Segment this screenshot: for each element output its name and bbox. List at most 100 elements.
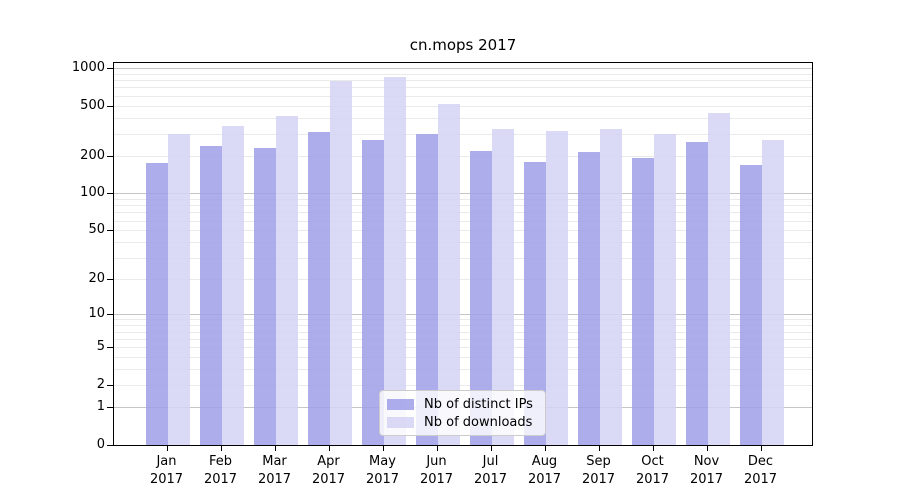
y-tick-mark: [107, 155, 113, 157]
minor-gridline: [114, 220, 812, 222]
y-tick-label: 50: [88, 222, 105, 238]
x-tick-mark: [760, 446, 762, 451]
major-gridline: [114, 314, 812, 316]
minor-gridline: [114, 278, 812, 280]
x-tick-label-feb: Feb 2017: [203, 454, 238, 487]
y-tick-label: 100: [80, 185, 105, 201]
bar-downloads-nov: [707, 113, 730, 445]
minor-gridline: [114, 347, 812, 349]
x-tick-label-mar: Mar 2017: [257, 454, 292, 487]
minor-gridline: [114, 331, 812, 333]
y-tick-label: 5: [96, 339, 105, 355]
x-tick-label-jul: Jul 2017: [473, 454, 508, 487]
x-tick-mark: [382, 446, 384, 451]
x-tick-label-jun: Jun 2017: [419, 454, 454, 487]
plot-area: Nb of distinct IPs Nb of downloads: [113, 62, 813, 446]
x-tick-mark: [652, 446, 654, 451]
y-tick-mark: [107, 385, 113, 387]
bar-ips-nov: [685, 142, 708, 445]
bar-ips-may: [361, 139, 384, 445]
y-tick-mark: [107, 230, 113, 232]
legend-swatch-distinct-ips: [387, 398, 414, 410]
minor-gridline: [114, 212, 812, 214]
bar-downloads-feb: [221, 125, 244, 445]
bar-downloads-jan: [167, 133, 190, 445]
x-tick-mark: [706, 446, 708, 451]
y-tick-mark: [107, 278, 113, 280]
bar-downloads-aug: [545, 131, 568, 445]
chart-title: cn.mops 2017: [409, 36, 517, 54]
x-tick-label-sep: Sep 2017: [581, 454, 616, 487]
bar-downloads-may: [383, 76, 406, 445]
bar-downloads-mar: [275, 115, 298, 445]
bar-ips-jun: [415, 134, 438, 445]
minor-gridline: [114, 87, 812, 89]
x-tick-mark: [598, 446, 600, 451]
y-tick-label: 2: [96, 377, 105, 393]
bar-downloads-jun: [437, 103, 460, 445]
y-tick-label: 20: [88, 270, 105, 286]
minor-gridline: [114, 105, 812, 107]
minor-gridline: [114, 73, 812, 75]
x-tick-mark: [490, 446, 492, 451]
y-tick-mark: [107, 193, 113, 195]
minor-gridline: [114, 155, 812, 157]
minor-gridline: [114, 133, 812, 135]
bar-downloads-sep: [599, 129, 622, 445]
x-tick-label-oct: Oct 2017: [635, 454, 670, 487]
minor-gridline: [114, 369, 812, 371]
minor-gridline: [114, 117, 812, 119]
legend-item-downloads: Nb of downloads: [387, 415, 538, 430]
legend-label-distinct-ips: Nb of distinct IPs: [424, 396, 533, 412]
minor-gridline: [114, 80, 812, 82]
bar-ips-sep: [577, 152, 600, 445]
legend-swatch-downloads: [387, 416, 414, 428]
x-tick-mark: [436, 446, 438, 451]
x-tick-label-dec: Dec 2017: [743, 454, 778, 487]
minor-gridline: [114, 205, 812, 207]
bar-ips-dec: [739, 164, 762, 445]
bar-ips-aug: [523, 161, 546, 445]
x-tick-label-jan: Jan 2017: [149, 454, 184, 487]
bar-ips-jan: [145, 162, 168, 445]
major-gridline: [114, 68, 812, 69]
minor-gridline: [114, 198, 812, 200]
bar-downloads-apr: [329, 80, 352, 445]
bar-downloads-jul: [491, 128, 514, 445]
x-tick-label-apr: Apr 2017: [311, 454, 346, 487]
bar-ips-feb: [199, 146, 222, 445]
x-tick-mark: [328, 446, 330, 451]
minor-gridline: [114, 385, 812, 387]
minor-gridline: [114, 230, 812, 232]
minor-gridline: [114, 95, 812, 97]
bar-ips-jul: [469, 150, 492, 445]
minor-gridline: [114, 325, 812, 327]
y-tick-mark: [107, 445, 113, 446]
y-tick-label: 200: [80, 147, 105, 163]
minor-gridline: [114, 338, 812, 340]
x-tick-mark: [220, 446, 222, 451]
legend: Nb of distinct IPs Nb of downloads: [379, 390, 546, 436]
y-tick-mark: [107, 407, 113, 409]
minor-gridline: [114, 242, 812, 244]
minor-gridline: [114, 257, 812, 259]
x-tick-label-may: May 2017: [365, 454, 400, 487]
y-tick-mark: [107, 314, 113, 316]
bar-ips-mar: [253, 148, 276, 445]
legend-label-downloads: Nb of downloads: [424, 414, 533, 430]
y-tick-label: 500: [80, 97, 105, 113]
x-tick-mark: [166, 446, 168, 451]
y-tick-label: 0: [96, 437, 105, 452]
y-tick-mark: [107, 68, 113, 69]
bar-downloads-oct: [653, 134, 676, 445]
x-tick-label-nov: Nov 2017: [689, 454, 724, 487]
bar-ips-apr: [307, 132, 330, 445]
y-tick-mark: [107, 105, 113, 107]
x-tick-label-aug: Aug 2017: [527, 454, 562, 487]
legend-item-distinct-ips: Nb of distinct IPs: [387, 397, 538, 412]
y-tick-label: 1000: [71, 60, 105, 75]
bar-ips-oct: [631, 158, 654, 445]
y-tick-mark: [107, 347, 113, 349]
major-gridline: [114, 193, 812, 195]
